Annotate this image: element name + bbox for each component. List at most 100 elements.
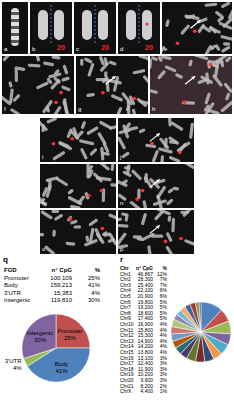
chromosome: [84, 239, 99, 247]
chromosome: [223, 82, 232, 93]
chromosomes: [162, 2, 232, 54]
chromosome: [40, 210, 53, 220]
ideogram-band: [11, 19, 19, 22]
micrograph-panel: [117, 113, 194, 164]
panel-label: o: [42, 246, 46, 252]
chromosome: [165, 19, 170, 27]
chromosome: [108, 233, 116, 246]
chromosome: [185, 14, 195, 19]
data-label: Promoter: [58, 328, 83, 334]
signal: [69, 217, 73, 221]
panel-background: [30, 2, 72, 54]
chromosomes: [38, 5, 64, 44]
chromosome: [80, 121, 86, 130]
ideogram-band: [11, 33, 19, 36]
figure: a20b20c20defghijmnopqFGDn° CpG%Promoter1…: [0, 0, 234, 400]
chromosome: [108, 60, 117, 66]
chromosome: [220, 100, 232, 112]
axis-line: [95, 5, 96, 44]
chromosome: [86, 126, 99, 136]
chromosome: [61, 85, 71, 92]
chromosome: [36, 81, 50, 90]
micrograph-panel: [2, 2, 28, 54]
chromosome: [99, 56, 105, 66]
chromosome: [132, 69, 145, 75]
chromosome: [124, 213, 128, 222]
panel-label: d: [120, 46, 123, 52]
chromosome: [53, 76, 62, 84]
pie-chart-r: rChrn° CpG%Chr146,86712%Chr228,3007%Chr3…: [120, 255, 231, 394]
chromosome: [66, 242, 76, 246]
micrograph-panel: [113, 204, 195, 259]
chromosome: [151, 56, 159, 61]
table-cell: 3'UTR: [4, 290, 21, 296]
chromosomes: [40, 118, 116, 161]
chromosome: [176, 141, 191, 153]
chromosome: [88, 218, 98, 227]
chromosomes: [118, 118, 194, 162]
chromosome: [212, 63, 219, 70]
chromosome: [84, 57, 93, 64]
panel-background: [40, 164, 116, 208]
table-header: n° CpG: [52, 267, 73, 273]
chromosome: [86, 93, 95, 97]
chromosome: [35, 56, 40, 62]
panel-background: [40, 210, 116, 254]
chromosomes: [82, 5, 108, 44]
pie-slice: [56, 314, 90, 348]
chromosome: [118, 136, 126, 150]
chromosome: [38, 10, 48, 40]
signal: [133, 97, 137, 101]
table-cell: 25%: [88, 275, 101, 281]
chromosome: [17, 66, 26, 71]
chromosome: [87, 63, 95, 77]
chromosome: [204, 92, 211, 104]
chromosome: [53, 105, 62, 114]
chromosome: [168, 118, 172, 127]
table-cell: Body: [4, 282, 18, 288]
chromosome: [96, 164, 110, 171]
chromosome-label: 20: [101, 44, 109, 51]
chromosome: [150, 59, 152, 69]
chromosome: [96, 78, 107, 81]
chromosome: [184, 14, 200, 20]
chromosome: [70, 205, 81, 208]
chromosomes: [118, 164, 194, 208]
panel-background: [118, 164, 194, 208]
chromosome: [143, 176, 153, 190]
chromosome: [108, 213, 116, 220]
chromosome: [142, 75, 148, 87]
chromosome: [172, 187, 179, 191]
chromosome: [197, 78, 209, 85]
panel-label: r: [120, 255, 123, 264]
data-label: 25%: [64, 335, 77, 341]
panel-label: h: [152, 106, 155, 112]
chromosomes: [150, 56, 232, 114]
signal: [178, 151, 182, 155]
table-cell: 15,383: [54, 290, 73, 296]
chromosome: [51, 210, 59, 213]
chromosome: [118, 180, 128, 188]
chromosome: [46, 118, 57, 124]
chromosome: [117, 107, 123, 114]
chromosome: [54, 10, 64, 40]
micrograph-panel: [76, 54, 153, 117]
chromosome: [99, 120, 113, 130]
arrow: [150, 179, 160, 187]
chromosome: [165, 246, 176, 254]
chromosome: [221, 45, 231, 53]
micrograph-panel: [116, 159, 196, 213]
signal: [150, 142, 154, 146]
chromosome: [141, 213, 148, 226]
chromosome: [40, 233, 44, 236]
arrow: [185, 76, 195, 84]
chromosome: [89, 148, 98, 157]
chromosome: [168, 136, 180, 146]
data-label: Body: [55, 361, 69, 367]
micrograph-panel: [37, 117, 122, 162]
chromosome: [52, 230, 56, 237]
chromosome: [166, 198, 174, 205]
ideogram: [11, 8, 19, 46]
panel-label: j: [119, 154, 121, 160]
signal: [141, 189, 145, 193]
